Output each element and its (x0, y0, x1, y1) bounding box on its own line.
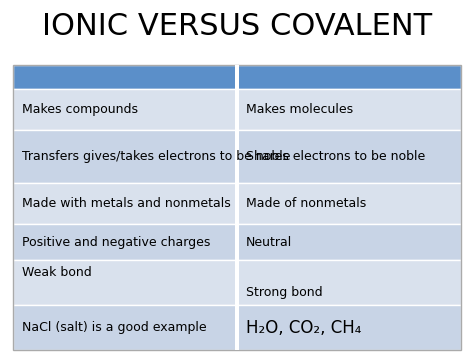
Text: Made of nonmetals: Made of nonmetals (246, 197, 366, 210)
Text: Makes molecules: Makes molecules (246, 103, 353, 116)
Text: Strong bond: Strong bond (246, 286, 323, 299)
Text: Shares electrons to be noble: Shares electrons to be noble (246, 150, 425, 163)
Text: Makes compounds: Makes compounds (22, 103, 138, 116)
Bar (13, 65, 461, 350)
Text: NaCl (salt) is a good example: NaCl (salt) is a good example (22, 321, 206, 334)
Bar (13, 224, 237, 261)
Bar (13, 130, 237, 183)
Bar (13, 89, 237, 130)
Bar (13, 183, 237, 224)
Bar (13, 65, 237, 89)
Bar (237, 130, 461, 183)
Bar (237, 261, 461, 305)
Bar (13, 261, 237, 305)
Bar (235, 65, 239, 350)
Text: Neutral: Neutral (246, 236, 292, 248)
Text: Weak bond: Weak bond (22, 267, 91, 279)
Bar (237, 305, 461, 350)
Bar (237, 89, 461, 130)
Text: Made with metals and nonmetals: Made with metals and nonmetals (22, 197, 230, 210)
Text: IONIC VERSUS COVALENT: IONIC VERSUS COVALENT (42, 12, 432, 40)
Bar (237, 183, 461, 224)
Text: Positive and negative charges: Positive and negative charges (22, 236, 210, 248)
Bar (237, 65, 461, 89)
Bar (237, 224, 461, 261)
Text: Transfers gives/takes electrons to be noble: Transfers gives/takes electrons to be no… (22, 150, 290, 163)
Bar (13, 305, 237, 350)
Text: H₂O, CO₂, CH₄: H₂O, CO₂, CH₄ (246, 319, 361, 337)
